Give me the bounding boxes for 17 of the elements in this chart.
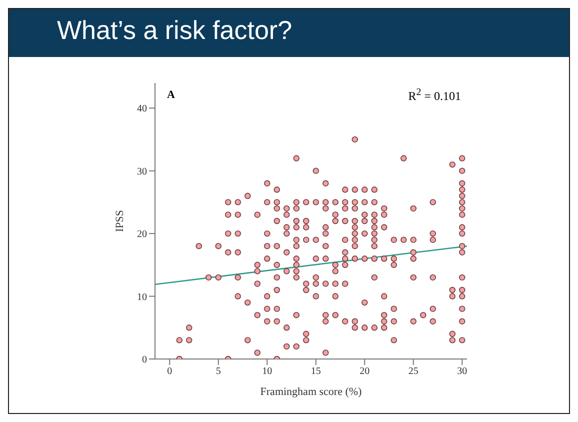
x-tick-label: 15 <box>310 366 321 378</box>
y-axis-title: IPSS <box>114 210 126 232</box>
x-tick-label: 10 <box>262 366 272 378</box>
y-tick-label: 20 <box>137 229 147 240</box>
y-tick-label: 10 <box>137 292 147 303</box>
y-tick-label: 0 <box>142 354 147 366</box>
x-tick-label: 5 <box>216 366 221 378</box>
x-tick-label: 25 <box>408 366 418 378</box>
chart-title: What’s a risk factor? <box>57 15 292 46</box>
y-tick-label: 40 <box>137 104 147 115</box>
annotation: A <box>167 89 175 101</box>
x-tick-label: 0 <box>167 366 172 378</box>
x-axis-title: Framingham score (%) <box>260 386 362 398</box>
annotation: R$^{2}$ = 0.101 <box>408 87 461 104</box>
x-tick-label: 30 <box>457 366 468 378</box>
y-tick-label: 30 <box>137 166 147 178</box>
x-tick-label: 20 <box>360 366 370 378</box>
